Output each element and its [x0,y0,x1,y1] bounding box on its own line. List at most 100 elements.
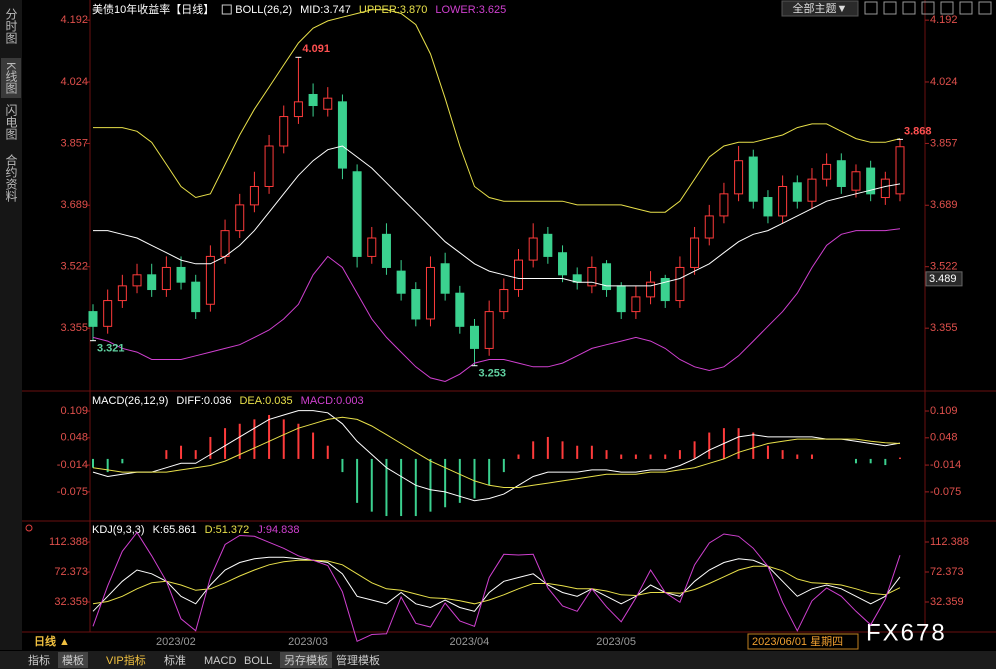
toolbar-tab-label[interactable]: 模板 [62,653,84,667]
theme-button-label[interactable]: 全部主题▼ [793,1,848,15]
candle-body [660,277,670,302]
candle-body [514,259,524,291]
toolbar-tab-label[interactable]: BOLL [244,655,272,667]
y-tick-label: 112.388 [930,536,969,548]
theme-button[interactable] [781,0,859,17]
icon[interactable] [959,1,973,15]
candle-body [293,101,303,118]
candle-body [176,266,186,283]
candle-body [323,97,333,110]
toolbar-tab-label[interactable]: 另存模板 [284,653,328,667]
candle-body [558,252,568,276]
candle-body [602,263,612,291]
candle-body [851,171,861,191]
candle-body [543,233,553,257]
icon[interactable] [978,1,992,15]
y-tick-label: 3.689 [60,199,88,211]
candle-body [778,185,788,217]
candle-body [734,160,744,195]
icon[interactable] [921,1,935,15]
toolbar-tab[interactable] [200,652,241,668]
candle-body [792,182,802,202]
icon[interactable] [883,1,897,15]
legend-entry: MACD:0.003 [301,395,364,407]
indicator-line [92,410,901,502]
candle-body [264,145,274,187]
candle-body [822,163,832,180]
toolbar-tab-label[interactable]: 管理模板 [336,653,380,667]
toolbar-tab-label[interactable]: 指标 [28,653,50,667]
toolbar-tab[interactable] [102,652,150,668]
candle-body [337,101,347,169]
candle-body [880,178,890,199]
y-tick-label: 4.024 [930,76,958,88]
sidebar-tab-label[interactable]: 分时图 [4,8,18,44]
icon[interactable] [864,1,878,15]
boll-line [92,228,901,383]
candle-body [587,266,597,287]
candle-body [367,237,377,257]
icon[interactable] [902,1,916,15]
candle-body [748,156,758,202]
toolbar-tab-label[interactable]: VIP指标 [106,653,146,667]
legend-entry: DEA:0.035 [239,395,292,407]
candle-body [704,215,714,239]
sidebar-tab[interactable] [1,58,21,98]
sidebar-tab-label[interactable]: K线图 [4,62,18,94]
toolbar-tab-label[interactable]: 标准 [164,653,186,667]
candle-body [381,233,391,268]
candle-body [279,116,289,147]
toolbar-tab-label[interactable]: MACD [204,655,236,667]
toolbar-tab[interactable] [332,652,384,668]
y-tick-label: 4.192 [60,14,88,26]
candle-body [88,311,98,327]
candle-body [690,237,700,268]
toolbar-tab[interactable] [160,652,190,668]
candle-body [103,300,113,327]
sidebar-tab-label[interactable]: 闪电图 [4,104,18,140]
toolbar-tab[interactable] [280,652,332,668]
cursor-date: 2023/06/01 星期四 [752,635,843,648]
settings-dot[interactable] [25,524,33,532]
sidebar-tab-label[interactable]: 合约资料 [4,153,18,202]
candle-body [308,93,318,107]
y-tick-label: 72.373 [930,566,964,578]
indicator-line [92,531,901,642]
y-tick-label: -0.075 [57,486,88,498]
candle-body [528,237,538,261]
legend-entry: J:94.838 [257,524,299,536]
panel-title: MACD(26,12,9) [92,395,168,407]
sidebar-tab[interactable] [1,150,21,212]
y-tick-label: -0.014 [57,459,88,471]
candle-body [396,270,406,294]
y-tick-label: 3.522 [60,261,88,273]
indicator-label: BOLL(26,2) [235,4,292,16]
y-tick-label: -0.075 [930,486,961,498]
y-tick-label: 32.359 [54,596,88,608]
candle-body [161,266,171,291]
candle-body [220,230,230,257]
candle-body [147,274,157,291]
period-label[interactable]: 日线 ▲ [34,634,70,648]
y-tick-label: 3.355 [930,322,958,334]
indicator-icon[interactable] [221,4,232,15]
toolbar-tab[interactable] [58,652,88,668]
x-tick-label: 2023/04 [449,636,489,648]
candle-body [132,274,142,287]
watermark: FX678 [866,619,947,646]
y-tick-label: 3.857 [60,137,88,149]
y-tick-label: 0.109 [60,405,88,417]
toolbar-tab[interactable] [24,652,54,668]
toolbar-tab[interactable] [240,652,277,668]
icon[interactable] [940,1,954,15]
sidebar-tab[interactable] [1,4,21,54]
y-tick-label: 4.024 [60,76,88,88]
boll-line [93,145,901,287]
candle-body [440,263,450,294]
y-tick-label: 72.373 [54,566,88,578]
candle-body [191,281,201,313]
candle-body [646,281,656,298]
sidebar-tab[interactable] [1,100,21,148]
